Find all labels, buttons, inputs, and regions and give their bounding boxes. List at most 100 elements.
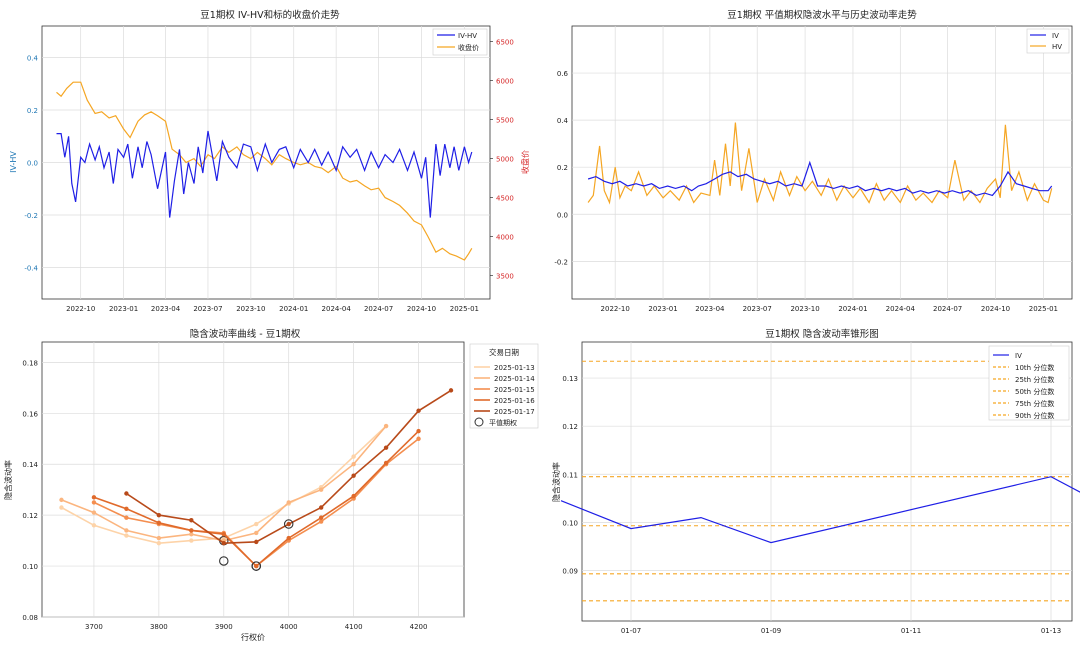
legend-atm-marker [474, 417, 484, 427]
chart4-ticks: 0.13 0.12 0.11 0.10 0.09 01-07 01-09 01-11 01-13… [562, 375, 1061, 635]
ytick-label: 0.12 [562, 423, 578, 431]
legend-label-close: 收盘价 [458, 43, 479, 52]
panel-ivhv-close: 豆1期权 IV-HV和标的收盘价走势 0.4 0.2 0.0 -0.2 -0.4 6500… [9, 9, 530, 313]
chart2-gridlines [572, 26, 1072, 299]
series-line-close [56, 81, 473, 261]
atm-marker-2025-01-16 [251, 561, 261, 571]
y2tick-label: 5000 [496, 156, 514, 164]
y2tick-label: 3500 [496, 273, 514, 281]
xtick-label: 2023-04 [151, 305, 181, 313]
ytick-label: 0.12 [22, 512, 38, 520]
smile-point [383, 445, 389, 450]
xtick-label: 2023-10 [790, 305, 819, 313]
smile-point [286, 535, 291, 541]
ytick-label: -0.2 [554, 258, 568, 266]
smile-point [189, 532, 194, 537]
ytick-label: 0.10 [22, 563, 38, 571]
xtick-label: 01-13 [1041, 627, 1061, 635]
chart1-ticks: 0.4 0.2 0.0 -0.2 -0.4 6500 6000 5500 5000 4500 400… [24, 39, 514, 313]
smile-point [351, 493, 356, 499]
smile-line-2025-01-16 [93, 430, 420, 568]
smile-point [448, 388, 454, 393]
xtick-label: 2023-07 [193, 305, 222, 313]
smile-point [383, 460, 389, 466]
ytick-label: 0.0 [27, 160, 38, 168]
chart2-title: 豆1期权 平值期权隐波水平与历史波动率走势 [727, 9, 917, 21]
y2tick-label: 5500 [496, 117, 514, 125]
legend-label: 50th 分位数 [1015, 387, 1054, 396]
legend-label-2025-01-13: 2025-01-13 [494, 364, 535, 372]
legend-label-2025-01-16: 2025-01-16 [494, 397, 535, 405]
legend-label: 25th 分位数 [1015, 375, 1054, 384]
atm-marker-2025-01-13 [219, 556, 229, 566]
legend-label: 10th 分位数 [1015, 363, 1054, 372]
smile-point [286, 500, 291, 505]
xtick-label: 3800 [150, 623, 168, 631]
xtick-label: 2025-01 [450, 305, 479, 313]
chart3-ticks: 0.18 0.16 0.14 0.12 0.10 0.08 3700 3800 3900 4000… [22, 359, 427, 631]
smile-point [318, 515, 324, 520]
chart4-plot-frame [581, 341, 1073, 622]
smile-point [416, 408, 421, 413]
smile-point [156, 520, 162, 525]
chart2-series [587, 122, 1053, 205]
xtick-label: 2023-04 [695, 305, 725, 313]
smile-point [59, 505, 64, 510]
chart2-plot-frame [571, 25, 1073, 300]
xtick-label: 2024-10 [407, 305, 436, 313]
smile-point [124, 506, 129, 511]
panel-iv-hv: 豆1期权 平值期权隐波水平与历史波动率走势 0.6 0.4 0.2 0.0 -0.2 20… [554, 9, 1073, 313]
smile-point [91, 495, 97, 500]
chart3-title: 隐含波动率曲线 - 豆1期权 [190, 328, 301, 340]
smile-point [286, 521, 291, 527]
ytick-label: 0.6 [557, 70, 569, 78]
legend-label-2025-01-15: 2025-01-15 [494, 386, 535, 394]
smile-point [351, 462, 356, 467]
smile-point [91, 500, 97, 505]
smile-point [254, 563, 259, 569]
xtick-label: 2022-10 [66, 305, 95, 313]
smile-point [254, 530, 259, 536]
legend-label-2025-01-14: 2025-01-14 [494, 375, 535, 383]
legend-title: 交易日期 [489, 347, 519, 357]
chart1-title: 豆1期权 IV-HV和标的收盘价走势 [200, 9, 340, 21]
legend-label: 90th 分位数 [1015, 411, 1054, 420]
panel-iv-smile: 隐含波动率曲线 - 豆1期权 0.18 0.16 0.14 0.12 0.10 0.08 3… [3, 328, 539, 642]
xtick-label: 4200 [410, 623, 428, 631]
xtick-label: 2023-01 [109, 305, 138, 313]
y2tick-label: 4500 [496, 195, 514, 203]
smile-point [124, 491, 129, 496]
ytick-label: 0.2 [27, 107, 38, 115]
chart4-title: 豆1期权 隐含波动率锥形图 [765, 328, 879, 340]
ytick-label: 0.10 [562, 519, 578, 527]
xtick-label: 2024-01 [279, 305, 308, 313]
smile-point [254, 539, 259, 545]
legend-label-ivhv: IV-HV [458, 32, 477, 40]
ytick-label: 0.18 [22, 359, 38, 367]
smile-point [221, 540, 226, 546]
series-line-ivhv [56, 130, 473, 218]
chart3-series [59, 388, 454, 571]
ytick-label: -0.2 [24, 212, 38, 220]
smile-line-2025-01-15 [93, 438, 420, 568]
xtick-label: 01-07 [621, 627, 641, 635]
chart2-ticks: 0.6 0.4 0.2 0.0 -0.2 2022-10 2023-01 2023-04 202… [554, 70, 1058, 313]
ytick-label: 0.14 [22, 461, 38, 469]
chart3-plot-frame [41, 341, 465, 618]
xtick-label: 2024-07 [364, 305, 393, 313]
chart1-legend: IV-HV 收盘价 [432, 28, 488, 56]
smile-point [189, 528, 194, 533]
xtick-label: 2024-04 [886, 305, 916, 313]
smile-point [91, 510, 97, 515]
ytick-label: 0.4 [27, 55, 39, 63]
xtick-label: 2023-07 [743, 305, 772, 313]
ytick-label: 0.08 [22, 614, 38, 622]
smile-point [383, 423, 389, 429]
smile-point [156, 512, 162, 518]
y2tick-label: 6500 [496, 39, 514, 47]
xtick-label: 2023-01 [648, 305, 677, 313]
series-line-iv [560, 476, 1080, 544]
legend-atm-label: 平值期权 [489, 418, 517, 427]
